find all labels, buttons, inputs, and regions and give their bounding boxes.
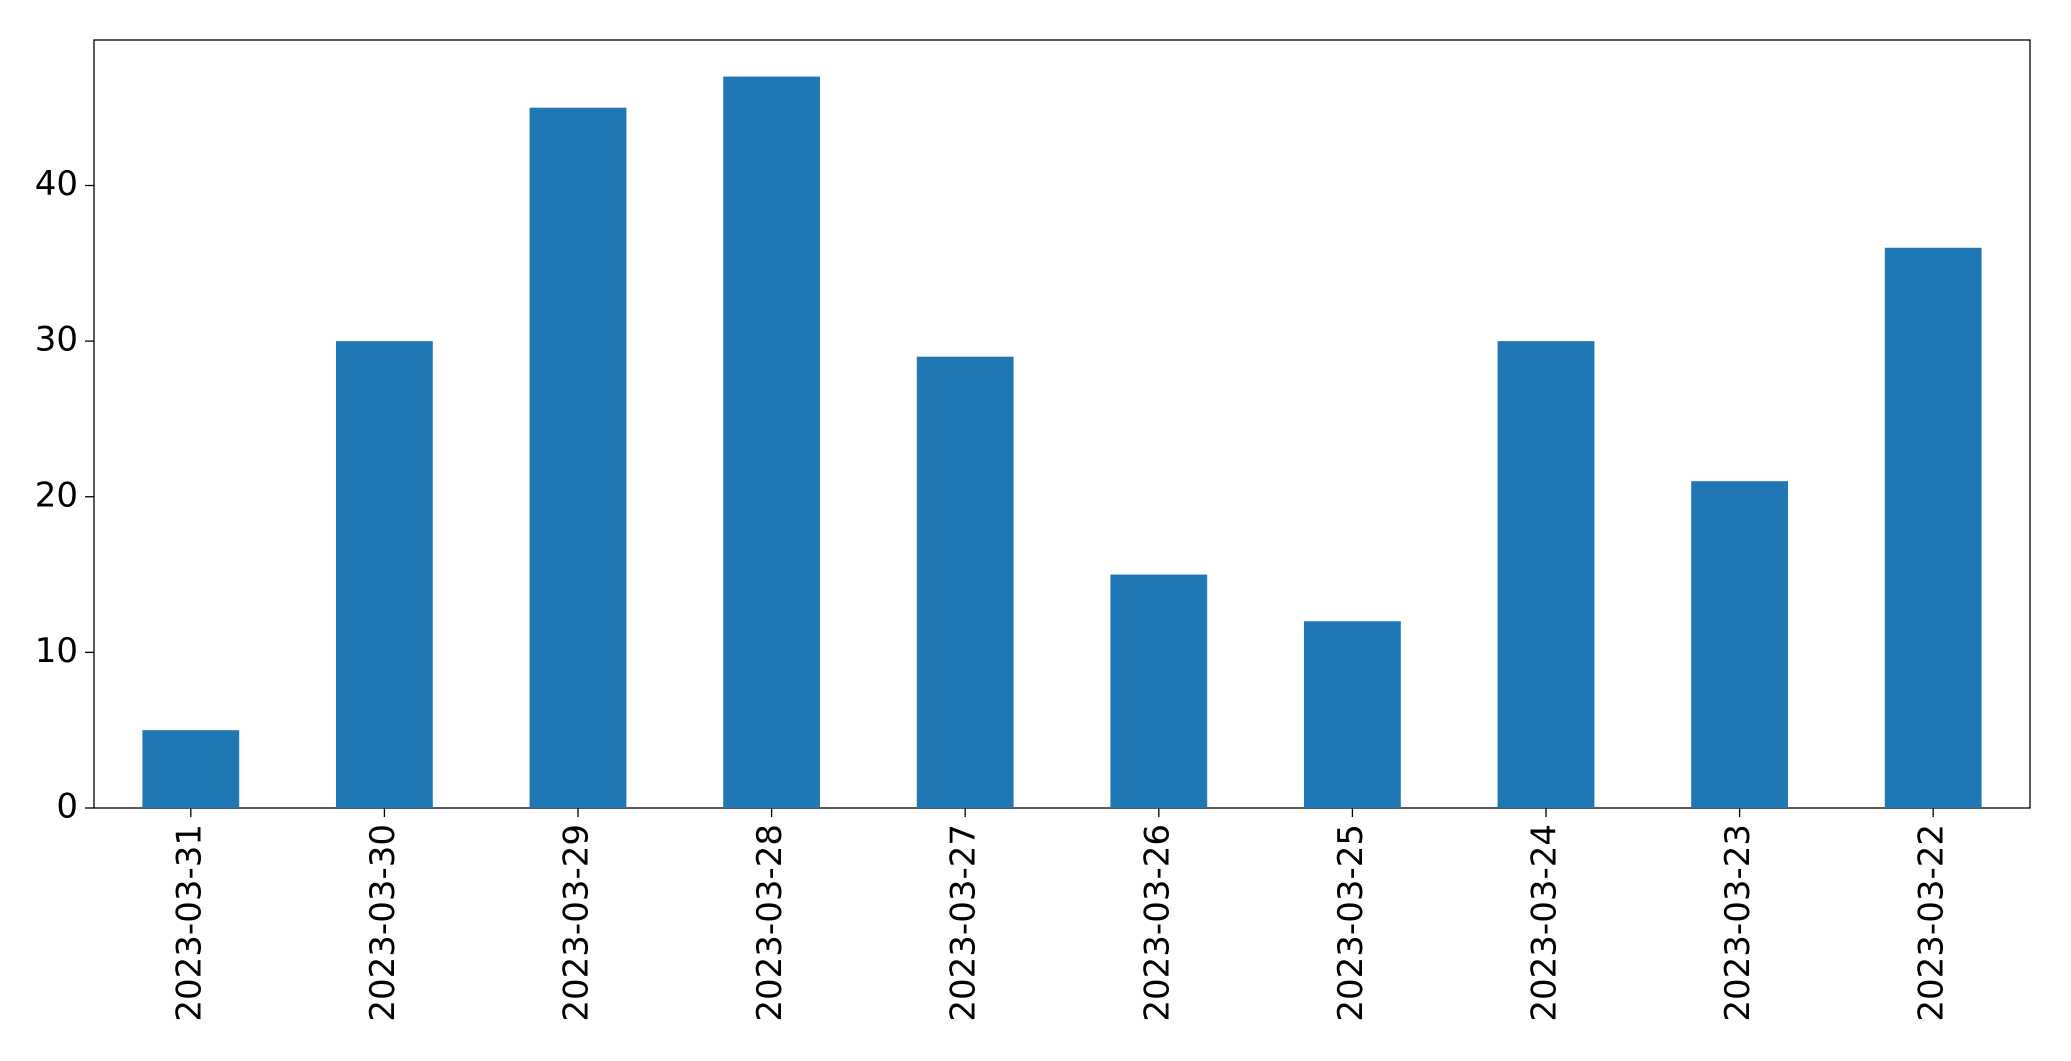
y-tick-label: 20 bbox=[35, 475, 78, 515]
x-tick-label: 2023-03-22 bbox=[1912, 824, 1952, 1022]
x-tick-label: 2023-03-24 bbox=[1525, 824, 1565, 1022]
bar bbox=[1304, 621, 1401, 808]
x-tick-label: 2023-03-28 bbox=[750, 824, 790, 1022]
bar bbox=[1884, 247, 1982, 808]
plot-frame bbox=[93, 39, 2031, 809]
x-tick-label: 2023-03-27 bbox=[944, 824, 984, 1022]
x-tick-label: 2023-03-29 bbox=[557, 824, 597, 1022]
bar bbox=[336, 341, 433, 808]
x-tick-label: 2023-03-25 bbox=[1331, 824, 1371, 1022]
x-tick-label: 2023-03-31 bbox=[169, 824, 209, 1022]
y-tick-label: 40 bbox=[35, 164, 78, 204]
bar bbox=[1691, 481, 1788, 808]
x-tick-label: 2023-03-26 bbox=[1137, 824, 1177, 1022]
y-tick-label: 10 bbox=[35, 631, 78, 671]
bar bbox=[916, 356, 1014, 808]
x-tick-label: 2023-03-23 bbox=[1718, 824, 1758, 1022]
y-tick-label: 30 bbox=[35, 320, 78, 360]
bar bbox=[1497, 341, 1595, 808]
bar bbox=[723, 76, 820, 809]
bar bbox=[529, 107, 627, 808]
y-tick-label: 0 bbox=[56, 787, 78, 827]
bar bbox=[1110, 574, 1208, 808]
x-tick-label: 2023-03-30 bbox=[363, 824, 403, 1022]
bar bbox=[142, 730, 240, 808]
